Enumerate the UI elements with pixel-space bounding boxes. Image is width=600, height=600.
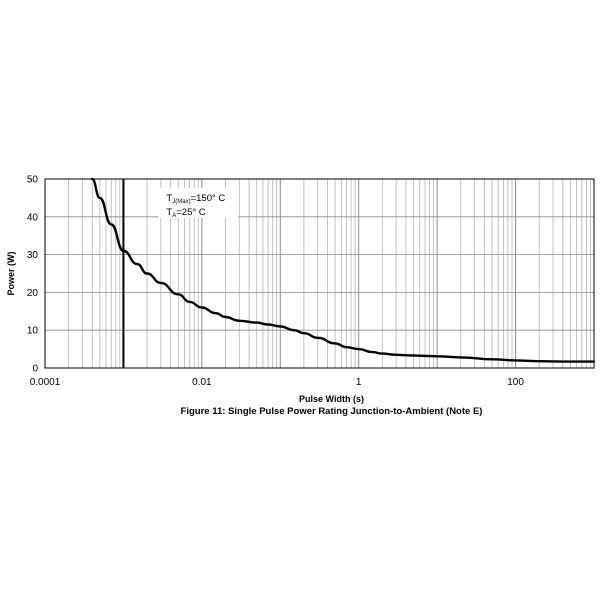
annotation-background — [158, 188, 239, 218]
annotation-ta-subscript: A — [172, 213, 176, 219]
figure-caption: Figure 11: Single Pulse Power Rating Jun… — [181, 406, 483, 417]
y-tick-label: 0 — [32, 364, 38, 375]
y-tick-label: 30 — [27, 250, 39, 261]
annotation-tj-max: TJ(Max)=150° C — [166, 193, 225, 205]
y-axis-label: Power (W) — [6, 251, 16, 295]
x-tick-label: 0.0001 — [30, 377, 61, 388]
annotation-tj-symbol: T — [166, 193, 172, 204]
x-tick-label: 1 — [356, 377, 362, 388]
x-axis-label: Pulse Width (s) — [299, 394, 364, 404]
annotation-tj-value: =150° C — [191, 193, 226, 204]
annotation-ta: TA=25° C — [166, 207, 205, 219]
conditions-annotation: TJ(Max)=150° C TA=25° C — [158, 188, 239, 219]
axes: 0 10 20 30 40 50 0.0001 0.01 1 100 — [27, 175, 524, 389]
y-tick-label: 40 — [27, 212, 39, 223]
annotation-ta-value: =25° C — [176, 207, 206, 218]
annotation-ta-symbol: T — [166, 207, 172, 218]
y-tick-label: 50 — [27, 175, 39, 186]
plot-frame — [44, 178, 595, 369]
x-tick-label: 0.01 — [192, 377, 212, 388]
y-tick-label: 10 — [27, 326, 39, 337]
power-curve-series — [91, 177, 596, 363]
y-tick-label: 20 — [27, 288, 39, 299]
x-tick-label: 100 — [507, 377, 524, 388]
annotation-tj-subscript: J(Max) — [172, 199, 190, 205]
